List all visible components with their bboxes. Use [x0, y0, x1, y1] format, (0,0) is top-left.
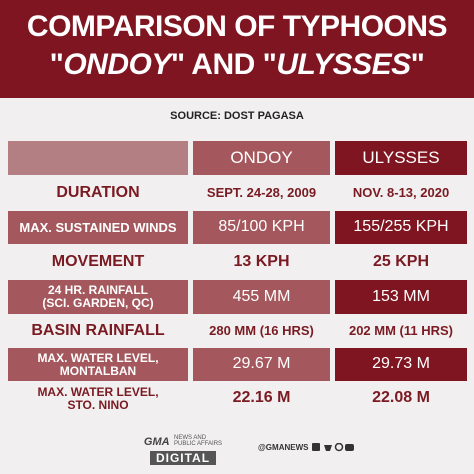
row-label: MAX. SUSTAINED WINDS	[8, 211, 188, 244]
row-label: MAX. WATER LEVEL, MONTALBAN	[8, 348, 188, 381]
title-part: "	[410, 48, 425, 81]
header-blank	[8, 141, 188, 175]
column-header: ULYSSES	[335, 141, 467, 175]
cell-value: 85/100 KPH	[193, 211, 330, 244]
social-handle: @GMANEWS	[258, 443, 355, 452]
social-icons	[311, 443, 354, 452]
cell-value: 153 MM	[335, 280, 467, 314]
title-part: "	[49, 48, 64, 81]
row-label: MOVEMENT	[51, 252, 145, 270]
cell-value: 155/255 KPH	[335, 211, 467, 244]
cell-value: NOV. 8-13, 2020	[352, 185, 450, 201]
row-label: 24 HR. RAINFALL (SCI. GARDEN, QC)	[8, 280, 188, 314]
logo-text: NEWS AND PUBLIC AFFAIRS	[174, 434, 223, 447]
column-header: ONDOY	[193, 141, 330, 175]
title-part: ULYSSES	[276, 48, 411, 81]
title-line: COMPARISON OF TYPHOONS	[26, 10, 448, 43]
logo-mark: GMA	[143, 436, 170, 448]
logo-badge: DIGITAL	[150, 451, 216, 465]
cell-value: 25 KPH	[372, 252, 430, 270]
source: SOURCE: DOST PAGASA	[170, 110, 304, 122]
cell-value: 280 MM (16 HRS)	[209, 323, 314, 339]
row-label: MAX. WATER LEVEL, STO. NINO	[37, 384, 159, 412]
cell-value: 13 KPH	[233, 252, 290, 270]
row-label: DURATION	[56, 183, 140, 201]
cell-value: 455 MM	[193, 280, 330, 314]
title-line: "ONDOY" AND "ULYSSES"	[0, 48, 474, 82]
row-label: BASIN RAINFALL	[31, 321, 165, 339]
cell-value: 22.16 M	[232, 389, 291, 407]
cell-value: 202 MM (11 HRS)	[348, 323, 454, 339]
cell-value: 29.73 M	[335, 348, 467, 381]
logo: GMA NEWS AND PUBLIC AFFAIRS DIGITAL	[138, 432, 228, 465]
cell-value: SEPT. 24-28, 2009	[206, 185, 317, 201]
title-part: " AND "	[170, 48, 277, 81]
cell-value: 22.08 M	[372, 389, 430, 407]
title-part: ONDOY	[63, 48, 171, 81]
cell-value: 29.67 M	[193, 348, 330, 381]
title-banner	[0, 0, 474, 98]
handle: @GMANEWS	[258, 443, 309, 452]
